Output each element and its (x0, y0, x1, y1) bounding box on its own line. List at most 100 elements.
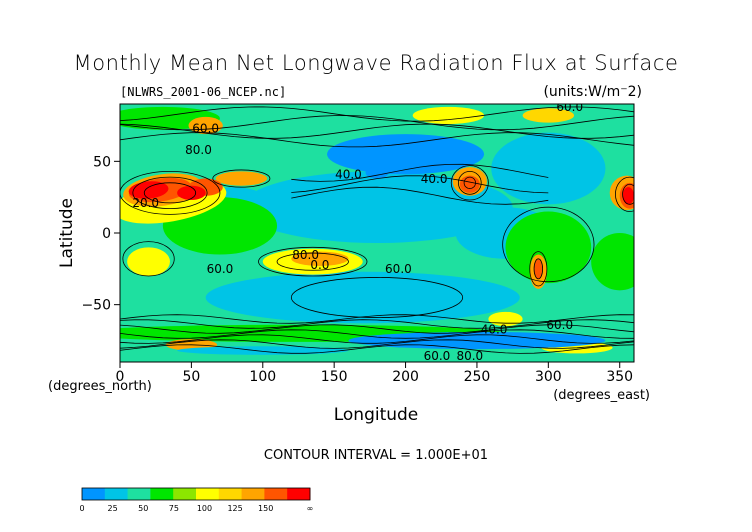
x-tick-label-100: 100 (249, 369, 276, 385)
colorbar-tick-label-2: 50 (138, 504, 148, 513)
y-tick-label-50: 50 (93, 154, 111, 170)
colorbar: 0 25 50 75 100 125 150 ∞ (79, 487, 314, 513)
contour-line-4 (120, 334, 634, 344)
colorbar-tick-label-5: 125 (227, 504, 242, 513)
heat-region-36 (177, 346, 349, 355)
contour-ring-6 (615, 176, 634, 212)
colorbar-frame (81, 487, 311, 501)
heat-region-9 (591, 233, 634, 291)
colorbar-swatch-6 (218, 488, 243, 500)
colorbar-tick-label-7: ∞ (307, 504, 314, 513)
y-tick-label--50: −50 (81, 298, 111, 314)
heat-region-32 (622, 187, 634, 205)
contour-label-4: 40.0 (421, 172, 448, 186)
x-tick-label-200: 200 (392, 369, 419, 385)
heat-region-23 (215, 171, 268, 186)
contour-label-12: 60.0 (424, 349, 451, 363)
x-axis-label: Longitude (334, 405, 419, 425)
x-tick-label-300: 300 (535, 369, 562, 385)
x-tick-label-350: 350 (606, 369, 633, 385)
contour-line-7 (120, 132, 634, 148)
contour-ring-7 (622, 183, 634, 205)
contour-label-13: 80.0 (456, 349, 483, 363)
y-axis-ticks: 50 0 −50 (81, 154, 120, 314)
contour-ring-4 (457, 170, 482, 195)
colorbar-swatch-7 (241, 488, 265, 500)
contour-line-1 (120, 319, 634, 329)
contour-ring-14 (290, 277, 464, 318)
x-tick-label-250: 250 (464, 369, 491, 385)
contour-ring-9 (533, 258, 544, 280)
heat-region-7 (505, 211, 592, 284)
x-tick-label-150: 150 (321, 369, 348, 385)
heat-region-14 (412, 106, 485, 125)
contour-ring-10 (258, 246, 368, 277)
colorbar-swatch-0 (82, 488, 106, 500)
colorbar-tick-label-4: 100 (197, 504, 212, 513)
heat-region-2 (491, 132, 606, 205)
contour-lines (120, 106, 634, 354)
colorbar-swatch-4 (173, 488, 197, 500)
contour-line-11 (291, 163, 549, 182)
contour-label-5: 20.0 (132, 196, 159, 210)
heatmap-regions (120, 106, 634, 355)
contour-line-8 (120, 123, 634, 139)
colorbar-swatch-3 (150, 488, 174, 500)
heat-region-1 (205, 271, 520, 324)
contour-ring-1 (132, 176, 208, 210)
colorbar-swatch-8 (264, 488, 288, 500)
contour-line-12 (291, 175, 549, 194)
contour-line-9 (120, 115, 634, 131)
heat-region-31 (177, 185, 206, 201)
heat-region-24 (291, 251, 349, 266)
contour-interval-note: CONTOUR INTERVAL = 1.000E+01 (264, 448, 488, 463)
heat-region-3 (327, 134, 485, 175)
contour-line-3 (120, 329, 634, 339)
heat-region-28 (459, 175, 480, 193)
contour-ring-8 (529, 251, 548, 287)
contour-ring-5 (463, 176, 476, 189)
contour-line-6 (120, 344, 634, 354)
contour-ring-11 (276, 252, 349, 271)
colorbar-tick-label-3: 75 (169, 504, 179, 513)
contour-label-3: 40.0 (335, 168, 362, 182)
colorbar-tick-label-6: 150 (258, 504, 273, 513)
plot-area: 60.0 60.0 80.0 40.0 40.0 20.0 80.0 0.0 60.0 60.0 4… (120, 100, 634, 363)
contour-labels: 60.0 60.0 80.0 40.0 40.0 20.0 80.0 0.0 60.0 60.0 4… (132, 100, 583, 363)
heat-region-35 (365, 167, 389, 179)
y-unit-label: (degrees_north) (48, 379, 152, 394)
contour-line-13 (291, 186, 549, 205)
contour-label-0: 60.0 (192, 122, 219, 136)
contour-line-5 (120, 339, 634, 349)
contour-ring-3 (450, 165, 489, 201)
contour-ring-15 (212, 169, 271, 188)
heat-region-15 (522, 108, 575, 123)
y-tick-label-0: 0 (102, 226, 111, 242)
source-file-label: [NLWRS_2001-06_NCEP.nc] (120, 85, 286, 99)
x-unit-label: (degrees_east) (553, 388, 650, 403)
heat-region-30 (128, 181, 169, 199)
contour-line-10 (120, 106, 634, 122)
contour-line-2 (120, 324, 634, 334)
colorbar-swatch-2 (127, 488, 151, 500)
units-label: (units:W/m⁻2) (543, 84, 642, 100)
y-axis-label: Latitude (57, 198, 77, 268)
contour-label-11: 60.0 (546, 318, 573, 332)
x-tick-label-0: 0 (116, 369, 125, 385)
contour-label-2: 80.0 (185, 143, 212, 157)
heat-region-13 (127, 247, 170, 276)
colorbar-tick-label-1: 25 (108, 504, 118, 513)
x-axis-ticks: 0 50 100 150 200 250 300 350 (116, 362, 633, 385)
contour-line-0 (120, 314, 634, 324)
contour-label-7: 0.0 (310, 258, 329, 272)
contour-label-8: 60.0 (207, 262, 234, 276)
colorbar-swatch-5 (196, 488, 220, 500)
heat-region-33 (534, 258, 543, 279)
chart-title: Monthly Mean Net Longwave Radiation Flux… (74, 51, 679, 75)
colorbar-swatch-9 (287, 488, 311, 500)
x-tick-label-50: 50 (182, 369, 200, 385)
contour-label-1: 60.0 (556, 100, 583, 114)
contour-ring-12 (122, 241, 175, 277)
contour-label-10: 40.0 (481, 322, 508, 336)
